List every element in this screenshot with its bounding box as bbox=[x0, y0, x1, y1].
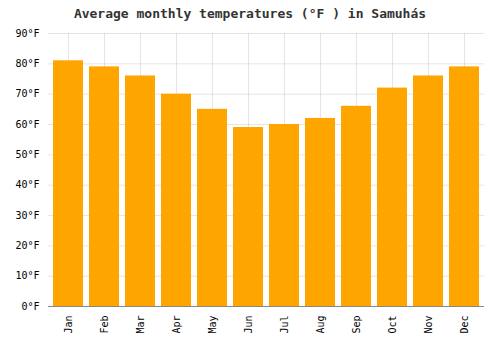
svg-text:60°F: 60°F bbox=[15, 119, 39, 130]
svg-text:10°F: 10°F bbox=[15, 270, 39, 281]
svg-text:40°F: 40°F bbox=[15, 179, 39, 190]
svg-text:Dec: Dec bbox=[459, 316, 470, 334]
svg-text:80°F: 80°F bbox=[15, 58, 39, 69]
svg-text:70°F: 70°F bbox=[15, 88, 39, 99]
svg-text:May: May bbox=[207, 316, 218, 334]
svg-text:Mar: Mar bbox=[135, 316, 146, 334]
svg-text:Aug: Aug bbox=[315, 316, 326, 334]
svg-text:Jul: Jul bbox=[279, 316, 290, 334]
svg-text:90°F: 90°F bbox=[15, 28, 39, 39]
svg-text:Oct: Oct bbox=[387, 316, 398, 334]
svg-text:0°F: 0°F bbox=[21, 301, 39, 312]
html-text:Average monthly temperatures (: Average monthly temperatures (°F ) in Sa… bbox=[73, 6, 427, 21]
svg-text:50°F: 50°F bbox=[15, 149, 39, 160]
svg-text:20°F: 20°F bbox=[15, 240, 39, 251]
svg-text:Nov: Nov bbox=[423, 316, 434, 334]
svg-text:Jan: Jan bbox=[63, 316, 74, 334]
svg-text:Jun: Jun bbox=[243, 316, 254, 334]
svg-text:Sep: Sep bbox=[351, 316, 362, 334]
svg-text:Apr: Apr bbox=[171, 316, 182, 334]
svg-text:Feb: Feb bbox=[99, 316, 110, 334]
svg-text:30°F: 30°F bbox=[15, 210, 39, 221]
